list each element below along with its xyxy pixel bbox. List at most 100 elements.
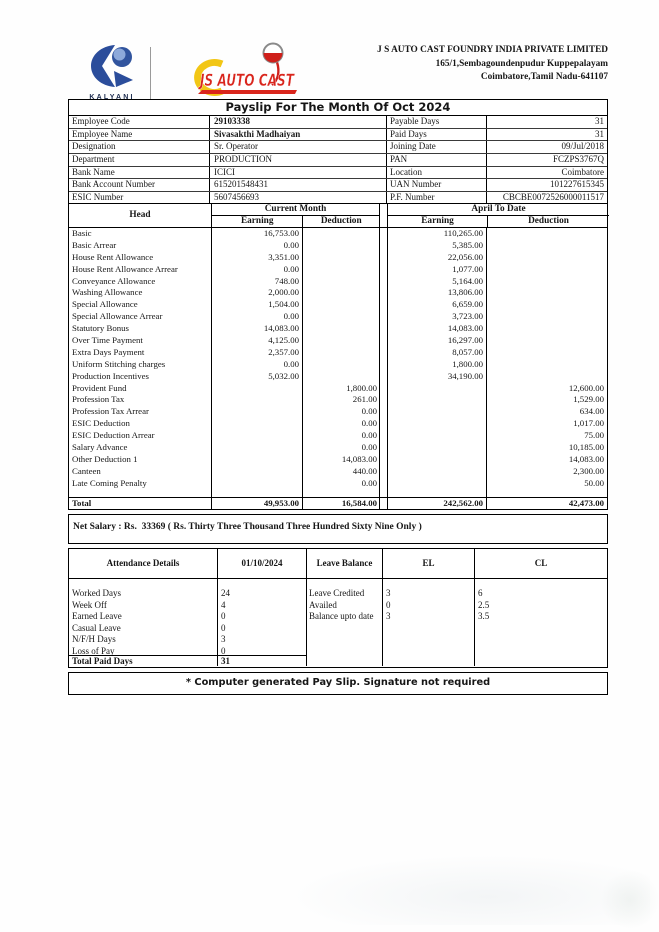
leave-el-value: 3 — [386, 588, 391, 598]
leave-balance-row: Leave Credited 3 6 — [306, 588, 607, 600]
total-current-earning: 49,953.00 — [211, 497, 302, 510]
company-info: J S AUTO CAST FOUNDRY INDIA PRIVATE LIMI… — [288, 44, 608, 85]
atd-earning-value — [387, 406, 486, 419]
cl-header: CL — [474, 549, 607, 578]
salary-table-row: Extra Days Payment 2,357.00 8,057.00 — [69, 346, 607, 359]
attendance-column-line — [306, 579, 307, 666]
employee-info-row: Employee Name Sivasakthi Madhaiyan Paid Da… — [69, 127, 607, 141]
employee-field-label: PAN — [386, 154, 486, 166]
atd-earning-value: 14,083.00 — [387, 323, 486, 336]
group-divider-gap — [379, 299, 387, 312]
current-earning-value: 0.00 — [211, 311, 302, 324]
current-earning-value: 5,032.00 — [211, 370, 302, 383]
leave-el-value: 0 — [386, 599, 391, 610]
atd-deduction-value — [486, 311, 607, 324]
attendance-leave-rows: Leave Credited 3 6 Availed 0 2.5 Balance upto … — [306, 588, 607, 623]
employee-info-row: Department PRODUCTION PAN FCZPS3767Q — [69, 153, 607, 166]
current-earning-value: 748.00 — [211, 275, 302, 288]
employee-field-label: Department — [72, 154, 115, 165]
group-divider-gap — [379, 323, 387, 336]
leave-cl-value: 2.5 — [478, 599, 490, 610]
current-deduction-value — [302, 370, 379, 383]
salary-table-row: ESIC Deduction Arrear 0.00 75.00 — [69, 430, 607, 443]
current-deduction-value — [302, 251, 379, 264]
attendance-day-value: 24 — [221, 588, 230, 598]
attendance-day-row: N/F/H Days 3 — [69, 634, 306, 646]
salary-table-row: Statutory Bonus 14,083.00 14,083.00 — [69, 323, 607, 336]
current-deduction-value: 0.00 — [302, 442, 379, 454]
column-group-april-to-date: April To Date Earning Deduction — [387, 204, 609, 227]
attendance-day-row: Loss of Pay 0 — [69, 646, 306, 658]
salary-table-row: Washing Allowance 2,000.00 13,806.00 — [69, 287, 607, 300]
atd-deduction-value — [486, 239, 607, 252]
group-divider-gap — [379, 287, 387, 300]
atd-earning-header: Earning — [421, 216, 454, 226]
salary-table-row: Profession Tax 261.00 1,529.00 — [69, 394, 607, 407]
atd-earning-value: 5,164.00 — [387, 275, 486, 288]
company-address-line1: 165/1,Sembagoundenpudur Kuppepalayam — [435, 58, 608, 69]
current-earning-value: 2,000.00 — [211, 287, 302, 300]
total-current-deduction: 16,584.00 — [302, 497, 379, 510]
employee-field-value: 101227615345 — [486, 179, 607, 192]
current-earning-value — [211, 394, 302, 407]
attendance-day-value: 3 — [221, 634, 226, 644]
salary-head-label: Salary Advance — [72, 442, 128, 453]
leave-el-value: 3 — [386, 611, 391, 621]
current-deduction-value — [302, 358, 379, 371]
kalyani-logo-label: KALYANI — [89, 94, 135, 101]
salary-table-row: Production Incentives 5,032.00 34,190.00 — [69, 370, 607, 383]
group-divider-gap — [379, 311, 387, 324]
current-earning-value: 0.00 — [211, 358, 302, 371]
employee-info-row: ESIC Number 5607456693 P.F. Number CBCBE007… — [69, 191, 607, 204]
atd-deduction-value — [486, 287, 607, 300]
atd-deduction-value: 634.00 — [486, 406, 607, 419]
current-month-label: Current Month — [212, 204, 379, 216]
current-deduction-value: 0.00 — [302, 418, 379, 431]
current-earning-value — [211, 477, 302, 490]
ladle-stem-shape — [271, 61, 280, 86]
net-salary-text: Net Salary : Rs. 33369 ( Rs. Thirty Thre… — [68, 514, 608, 544]
current-earning-value: 2,357.00 — [211, 346, 302, 359]
salary-table-row: Other Deduction 1 14,083.00 14,083.00 — [69, 453, 607, 466]
attendance-day-label: Worked Days — [72, 588, 122, 598]
current-earning-value — [211, 453, 302, 466]
current-deduction-value: 0.00 — [302, 430, 379, 443]
employee-field-value: FCZPS3767Q — [486, 154, 607, 166]
attendance-day-value: 4 — [221, 599, 226, 610]
employee-field-value: 31 — [486, 116, 607, 128]
employee-field-label: Bank Name — [72, 166, 115, 177]
atd-earning-value: 13,806.00 — [387, 287, 486, 300]
current-deduction-value — [302, 275, 379, 288]
group-divider-gap — [379, 251, 387, 264]
employee-field-value: PRODUCTION — [209, 154, 386, 166]
salary-head-label: Provident Fund — [72, 382, 127, 393]
employee-info-row: Employee Code 29103338 Payable Days 31 — [69, 116, 607, 128]
salary-table-row: House Rent Allowance Arrear 0.00 1,077.00 — [69, 263, 607, 276]
employee-info-table: Payslip For The Month Of Oct 2024 Employ… — [68, 99, 608, 205]
current-deduction-value: 0.00 — [302, 406, 379, 419]
salary-head-label: House Rent Allowance Arrear — [72, 263, 178, 274]
salary-head-label: Extra Days Payment — [72, 346, 145, 357]
salary-head-label: Over Time Payment — [72, 335, 143, 346]
salary-table-row: Special Allowance 1,504.00 6,659.00 — [69, 299, 607, 312]
scan-artifact — [290, 855, 650, 925]
current-earning-value — [211, 406, 302, 419]
atd-deduction-value — [486, 251, 607, 264]
employee-field-label: Location — [386, 166, 486, 179]
current-earning-value: 0.00 — [211, 239, 302, 252]
current-earning-header: Earning — [240, 216, 274, 226]
employee-field-value: ICICI — [209, 166, 386, 179]
group-divider-gap — [379, 418, 387, 431]
attendance-day-row: Week Off 4 — [69, 600, 306, 612]
group-divider-gap — [379, 263, 387, 276]
salary-head-label: Conveyance Allowance — [72, 275, 156, 286]
current-earning-value: 1,504.00 — [211, 299, 302, 312]
employee-field-value: Coimbatore — [486, 166, 607, 179]
group-divider-gap — [379, 430, 387, 443]
attendance-day-label: Casual Leave — [72, 622, 121, 633]
atd-deduction-value — [486, 335, 607, 347]
attendance-header: Attendance Details 01/10/2024 Leave Bala… — [69, 549, 607, 579]
group-divider-gap — [379, 228, 387, 240]
atd-deduction-value — [486, 346, 607, 359]
